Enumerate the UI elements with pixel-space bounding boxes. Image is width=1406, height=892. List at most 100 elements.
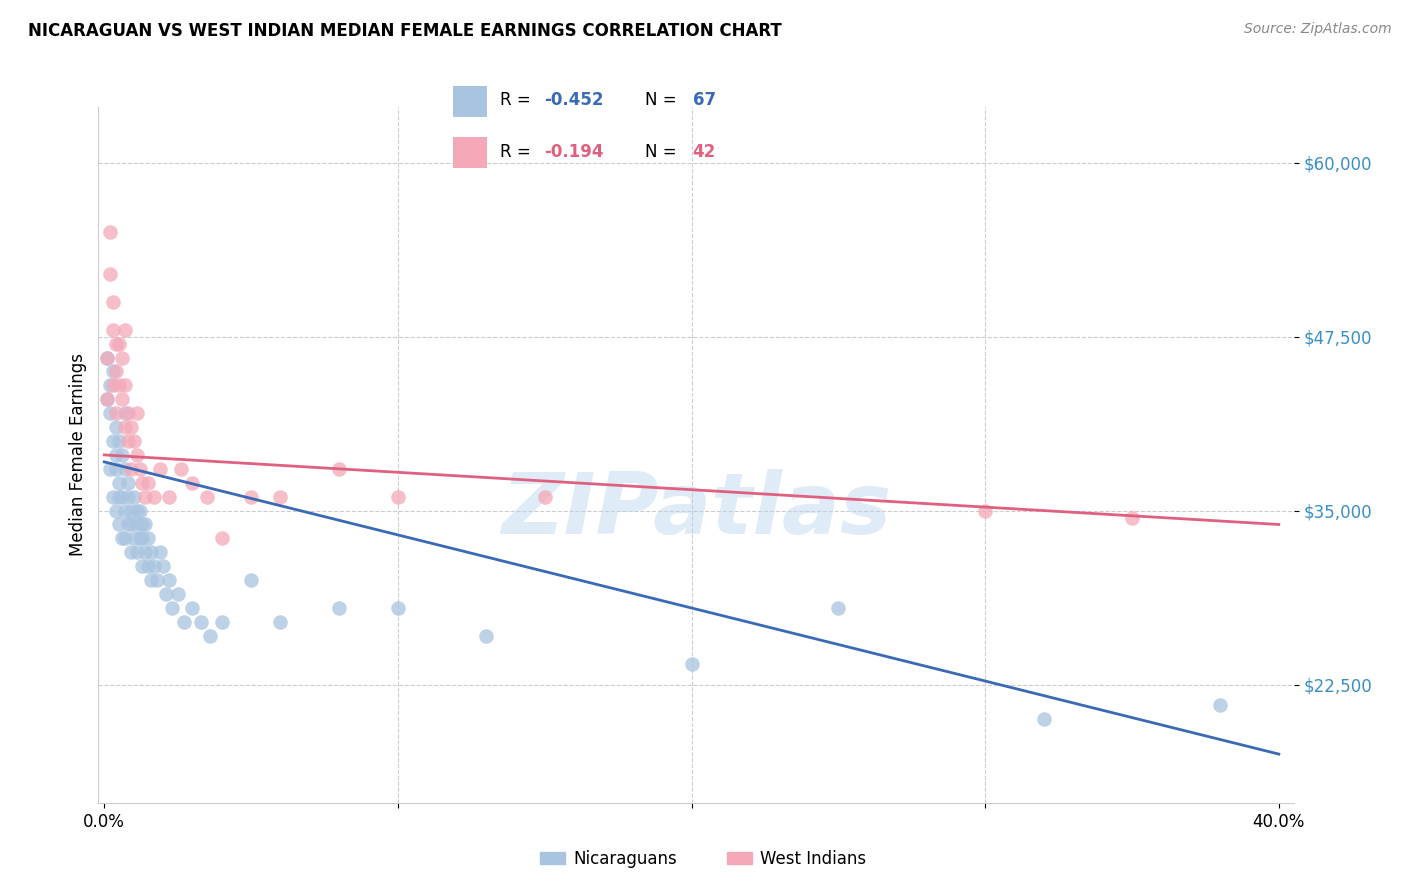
Point (98, 462, 121, 476)
Point (131, 559, 153, 574)
Point (198, 629, 221, 643)
Point (105, 503, 128, 517)
Point (125, 503, 148, 517)
Point (114, 323, 136, 337)
Point (173, 615, 195, 629)
Point (157, 573, 180, 587)
Point (533, 490, 555, 504)
Point (105, 364, 128, 378)
Point (122, 532, 145, 546)
Point (141, 545, 163, 559)
Point (96, 351, 118, 365)
Point (101, 434, 124, 448)
Point (190, 615, 212, 629)
Point (108, 490, 131, 504)
Bar (453, 87, 486, 117)
Point (120, 420, 142, 434)
Point (131, 532, 153, 546)
Point (125, 448, 148, 462)
Point (134, 490, 156, 504)
Point (98, 378, 121, 392)
Point (105, 448, 128, 462)
Point (101, 323, 124, 337)
Point (125, 517, 148, 532)
Point (138, 559, 160, 574)
Text: -0.452: -0.452 (544, 92, 603, 110)
Point (166, 587, 188, 601)
Point (240, 573, 263, 587)
Point (98, 406, 121, 420)
Point (120, 545, 142, 559)
Point (117, 406, 139, 420)
Point (108, 475, 131, 490)
Point (125, 545, 148, 559)
Point (143, 559, 166, 574)
Point (111, 490, 134, 504)
Point (117, 490, 139, 504)
Point (114, 420, 136, 434)
Point (128, 532, 150, 546)
Text: ZIPatlas: ZIPatlas (501, 469, 891, 552)
Point (134, 517, 156, 532)
Point (111, 532, 134, 546)
Point (108, 434, 131, 448)
Point (111, 351, 134, 365)
Point (122, 434, 145, 448)
Point (101, 294, 124, 309)
Point (101, 490, 124, 504)
Point (114, 532, 136, 546)
Point (211, 615, 233, 629)
Point (1032, 712, 1054, 726)
Point (117, 517, 139, 532)
Point (105, 462, 128, 476)
Point (101, 364, 124, 378)
Point (120, 517, 142, 532)
Point (974, 503, 997, 517)
Point (160, 601, 183, 615)
Point (98, 225, 121, 239)
Point (211, 532, 233, 546)
Point (169, 462, 191, 476)
Point (134, 545, 156, 559)
Point (152, 559, 174, 574)
Point (149, 545, 172, 559)
Legend: Nicaraguans, West Indians: Nicaraguans, West Indians (533, 844, 873, 875)
Point (125, 406, 148, 420)
Point (108, 378, 131, 392)
Point (328, 601, 350, 615)
Text: 42: 42 (693, 143, 716, 161)
Point (111, 392, 134, 407)
Point (105, 406, 128, 420)
Point (475, 629, 498, 643)
Text: R =: R = (501, 143, 536, 161)
Text: R =: R = (501, 92, 536, 110)
Point (101, 378, 124, 392)
Point (328, 462, 350, 476)
Point (114, 503, 136, 517)
Point (108, 517, 131, 532)
Point (195, 490, 218, 504)
Point (181, 601, 204, 615)
Point (131, 475, 153, 490)
Point (114, 406, 136, 420)
Point (157, 490, 180, 504)
Point (269, 490, 291, 504)
Point (387, 601, 409, 615)
Point (128, 503, 150, 517)
Point (111, 448, 134, 462)
Point (240, 490, 263, 504)
Point (96, 351, 118, 365)
Point (155, 587, 177, 601)
Bar (453, 137, 486, 168)
Point (120, 462, 142, 476)
Point (387, 490, 409, 504)
Point (96, 392, 118, 407)
Point (114, 378, 136, 392)
Text: 67: 67 (693, 92, 716, 110)
Point (149, 462, 172, 476)
Text: NICARAGUAN VS WEST INDIAN MEDIAN FEMALE EARNINGS CORRELATION CHART: NICARAGUAN VS WEST INDIAN MEDIAN FEMALE … (28, 22, 782, 40)
Point (105, 420, 128, 434)
Point (96, 392, 118, 407)
Text: N =: N = (645, 92, 682, 110)
Point (681, 657, 703, 671)
